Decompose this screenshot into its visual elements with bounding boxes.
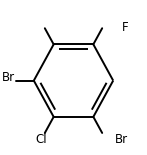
Text: Br: Br bbox=[115, 133, 128, 146]
Text: F: F bbox=[122, 21, 129, 34]
Text: Cl: Cl bbox=[35, 133, 47, 146]
Text: Br: Br bbox=[2, 71, 15, 84]
